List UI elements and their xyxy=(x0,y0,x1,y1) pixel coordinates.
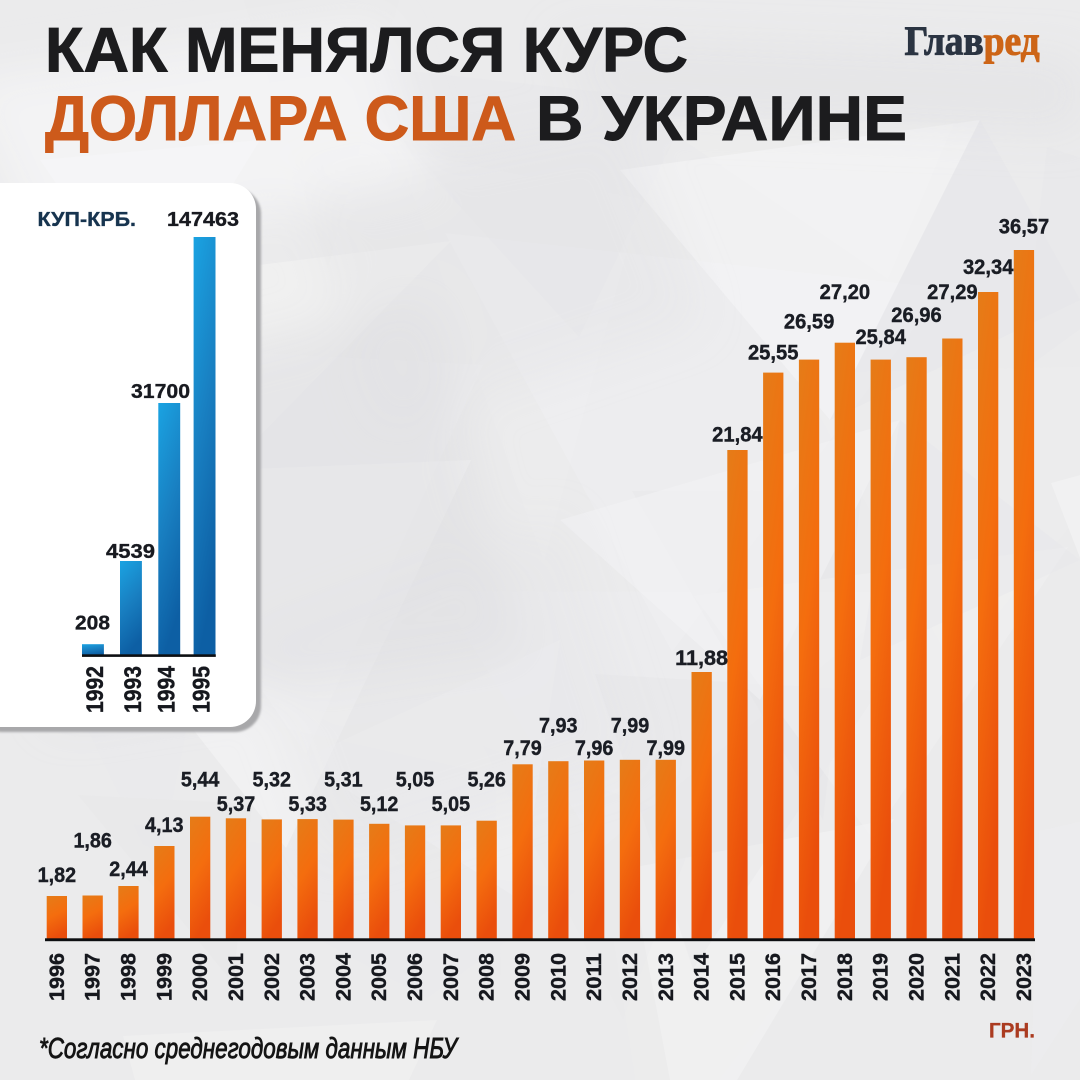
svg-text:5,31: 5,31 xyxy=(324,768,363,792)
svg-text:1995: 1995 xyxy=(189,666,216,713)
svg-text:2011: 2011 xyxy=(582,953,606,1001)
svg-text:21,84: 21,84 xyxy=(712,423,763,447)
svg-text:1992: 1992 xyxy=(82,666,109,713)
svg-text:4539: 4539 xyxy=(106,540,155,563)
svg-text:2022: 2022 xyxy=(976,953,1000,1001)
svg-text:ред: ред xyxy=(984,17,1040,63)
svg-text:25,55: 25,55 xyxy=(748,341,799,365)
svg-text:5,32: 5,32 xyxy=(253,768,292,792)
svg-text:ГРН.: ГРН. xyxy=(989,1020,1035,1043)
svg-text:25,84: 25,84 xyxy=(855,325,906,349)
svg-text:7,99: 7,99 xyxy=(611,714,650,738)
svg-text:26,96: 26,96 xyxy=(891,303,942,327)
svg-text:Глав: Глав xyxy=(905,17,984,63)
svg-text:2002: 2002 xyxy=(260,953,284,1001)
svg-text:5,33: 5,33 xyxy=(288,792,327,816)
svg-text:32,34: 32,34 xyxy=(963,255,1014,279)
svg-text:2009: 2009 xyxy=(511,953,535,1001)
svg-text:2020: 2020 xyxy=(905,953,929,1001)
svg-text:2012: 2012 xyxy=(618,953,642,1001)
svg-text:2001: 2001 xyxy=(224,953,248,1001)
svg-text:1999: 1999 xyxy=(152,953,176,1001)
svg-text:4,13: 4,13 xyxy=(145,813,184,837)
svg-text:2017: 2017 xyxy=(797,953,821,1001)
svg-text:31700: 31700 xyxy=(131,380,190,403)
svg-text:2006: 2006 xyxy=(403,953,427,1001)
svg-text:1994: 1994 xyxy=(154,665,181,713)
svg-text:2014: 2014 xyxy=(690,953,714,1001)
svg-text:2019: 2019 xyxy=(869,953,893,1001)
svg-text:147463: 147463 xyxy=(167,208,239,231)
svg-text:1998: 1998 xyxy=(117,953,141,1001)
svg-text:КУП-КРБ.: КУП-КРБ. xyxy=(38,208,137,231)
svg-text:2021: 2021 xyxy=(940,953,964,1001)
svg-text:2008: 2008 xyxy=(475,953,499,1001)
svg-text:1,82: 1,82 xyxy=(38,863,77,887)
svg-text:5,37: 5,37 xyxy=(217,792,256,816)
svg-text:2,44: 2,44 xyxy=(109,857,148,881)
svg-text:1996: 1996 xyxy=(45,953,69,1001)
svg-text:2005: 2005 xyxy=(367,953,391,1001)
svg-text:2018: 2018 xyxy=(833,953,857,1001)
svg-text:КАК МЕНЯЛСЯ КУРС: КАК МЕНЯЛСЯ КУРС xyxy=(45,16,688,86)
svg-text:2010: 2010 xyxy=(546,953,570,1001)
svg-text:2003: 2003 xyxy=(296,953,320,1001)
svg-text:2016: 2016 xyxy=(761,953,785,1001)
svg-text:ДОЛЛАРА США: ДОЛЛАРА США xyxy=(45,84,516,154)
svg-text:27,20: 27,20 xyxy=(820,280,871,304)
svg-text:*Согласно среднегодовым данным: *Согласно среднегодовым данным НБУ xyxy=(39,1033,459,1065)
svg-text:1997: 1997 xyxy=(81,953,105,1001)
svg-text:2015: 2015 xyxy=(725,953,749,1001)
svg-text:7,96: 7,96 xyxy=(575,736,614,760)
svg-text:2007: 2007 xyxy=(439,953,463,1001)
svg-text:5,05: 5,05 xyxy=(432,792,471,816)
svg-text:36,57: 36,57 xyxy=(999,215,1050,239)
svg-text:27,29: 27,29 xyxy=(927,280,978,304)
svg-text:5,26: 5,26 xyxy=(467,768,506,792)
svg-text:5,12: 5,12 xyxy=(360,792,399,816)
svg-text:2013: 2013 xyxy=(654,953,678,1001)
svg-text:5,05: 5,05 xyxy=(396,768,435,792)
svg-text:1993: 1993 xyxy=(120,666,147,713)
svg-text:5,44: 5,44 xyxy=(181,768,220,792)
svg-text:1,86: 1,86 xyxy=(73,829,112,853)
svg-text:7,93: 7,93 xyxy=(539,714,578,738)
svg-text:208: 208 xyxy=(75,612,110,635)
svg-text:В УКРАИНЕ: В УКРАИНЕ xyxy=(536,84,907,154)
svg-text:2000: 2000 xyxy=(188,953,212,1001)
svg-text:7,99: 7,99 xyxy=(647,736,686,760)
svg-text:26,59: 26,59 xyxy=(784,310,835,334)
svg-text:2004: 2004 xyxy=(331,953,355,1001)
svg-text:7,79: 7,79 xyxy=(503,736,542,760)
svg-text:2023: 2023 xyxy=(1012,953,1036,1001)
svg-text:11,88: 11,88 xyxy=(675,646,728,670)
